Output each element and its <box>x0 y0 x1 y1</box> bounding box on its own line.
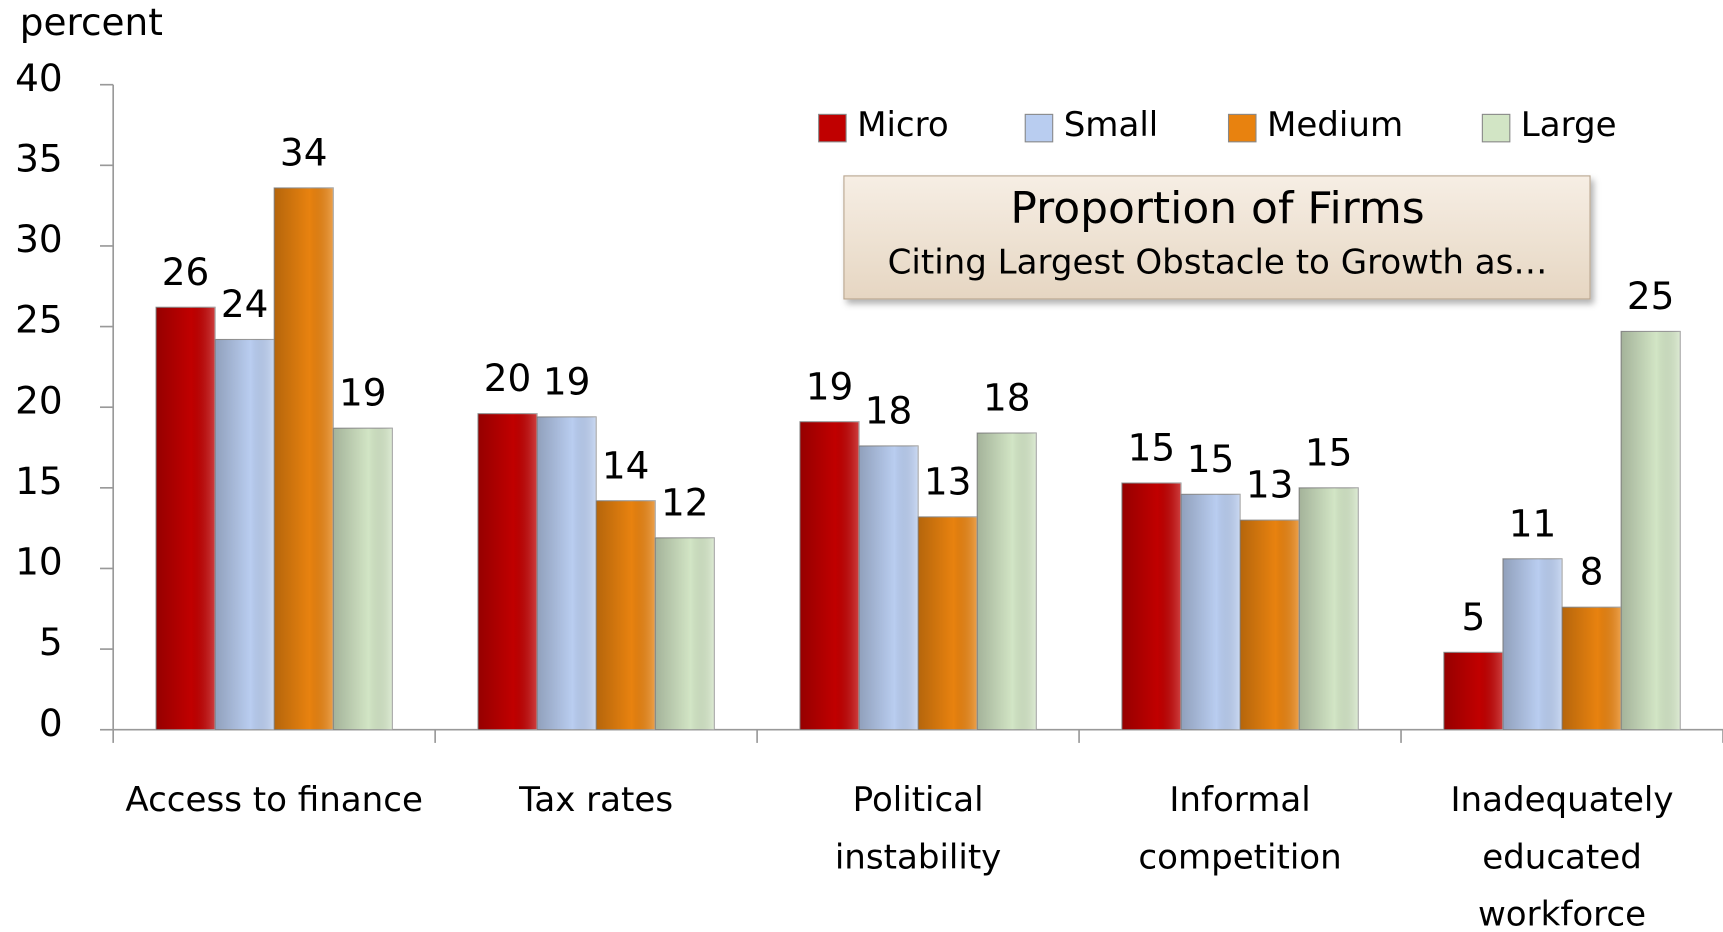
x-tick-label: Access to finance <box>125 780 423 820</box>
value-label: 5 <box>1462 595 1486 639</box>
bar <box>1502 558 1563 731</box>
value-label: 13 <box>924 459 972 503</box>
bar <box>799 421 860 731</box>
x-tick-label: Political instability <box>835 780 1001 877</box>
value-label: 14 <box>602 443 650 487</box>
bar <box>1239 519 1300 731</box>
x-tick-label: Tax rates <box>518 780 673 820</box>
bar <box>477 413 538 731</box>
x-tick-label: Informal competition <box>1138 780 1341 877</box>
bar <box>273 187 334 731</box>
legend-label: Medium <box>1267 105 1403 145</box>
bar <box>1620 330 1681 731</box>
legend-label: Small <box>1064 105 1159 145</box>
legend-label: Large <box>1521 105 1617 145</box>
legend-swatch <box>1024 113 1054 143</box>
y-tick-label: 30 <box>15 217 63 261</box>
chart-title: Proportion of Firms <box>1010 183 1424 234</box>
bar <box>155 306 216 731</box>
y-tick-label: 20 <box>15 378 63 422</box>
bar <box>214 338 275 731</box>
value-label: 13 <box>1246 463 1294 507</box>
x-tick-label: Inadequately educated workforce <box>1451 780 1674 932</box>
bar <box>595 500 656 731</box>
bar <box>1121 482 1182 731</box>
value-label: 15 <box>1187 437 1235 481</box>
value-label: 18 <box>983 376 1031 420</box>
bar <box>858 445 919 731</box>
value-label: 24 <box>221 282 269 326</box>
value-label: 11 <box>1509 501 1557 545</box>
value-label: 15 <box>1305 430 1353 474</box>
legend-swatch <box>818 113 847 143</box>
y-tick-label: 25 <box>15 298 63 342</box>
bar <box>976 432 1037 731</box>
value-label: 20 <box>484 356 532 400</box>
legend-swatch <box>1227 113 1257 143</box>
legend-swatch <box>1481 113 1511 143</box>
bar <box>1298 487 1359 731</box>
value-label: 18 <box>865 388 913 432</box>
y-tick-label: 40 <box>15 56 63 100</box>
legend-label: Micro <box>857 105 949 145</box>
value-label: 19 <box>339 371 387 415</box>
y-tick-label: 5 <box>39 620 63 664</box>
value-label: 12 <box>661 480 709 524</box>
value-label: 15 <box>1128 426 1176 470</box>
value-label: 8 <box>1580 550 1604 594</box>
bar <box>332 427 393 731</box>
bar <box>654 537 715 731</box>
bar <box>1561 606 1622 731</box>
value-label: 25 <box>1627 274 1675 318</box>
title-box <box>843 175 1591 300</box>
bar <box>536 416 597 731</box>
y-tick-label: 0 <box>39 701 63 745</box>
bar <box>1180 493 1241 731</box>
bar <box>917 516 978 731</box>
chart-subtitle: Citing Largest Obstacle to Growth as… <box>888 242 1548 282</box>
y-axis-label: percent <box>20 0 163 44</box>
y-tick-label: 35 <box>15 136 63 180</box>
y-tick-label: 10 <box>15 540 63 584</box>
y-tick-label: 15 <box>15 459 63 503</box>
value-label: 19 <box>543 359 591 403</box>
value-label: 19 <box>806 364 854 408</box>
value-label: 34 <box>280 130 328 174</box>
value-label: 26 <box>162 250 210 294</box>
bar <box>1443 651 1504 731</box>
